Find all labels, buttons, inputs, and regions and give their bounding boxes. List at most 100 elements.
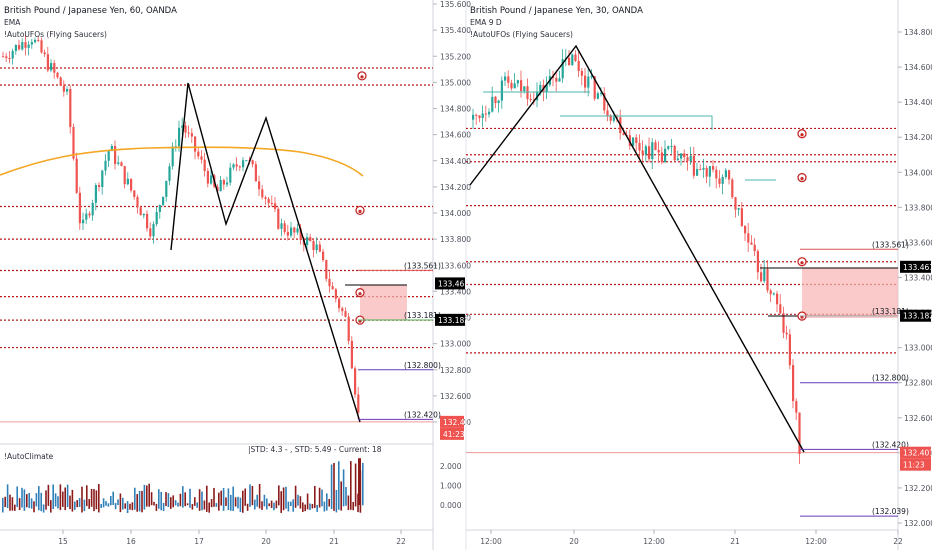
climate-bar-neg [258,505,261,509]
candle [136,196,139,208]
candle [168,166,171,181]
climate-bar-neg [160,505,162,511]
climate-bar-neg [359,505,362,513]
candle [133,190,136,197]
candle [558,78,561,82]
right-countdown [900,458,931,471]
left-y-tick-label: 133.400 [440,287,471,296]
climate-bar [218,492,220,505]
right-indicator-ufos[interactable]: !AutoUFOs (Flying Saucers) [470,30,573,39]
candle [165,180,168,197]
climate-bar [18,498,21,505]
candle [555,77,558,82]
climate-bar [155,503,158,505]
candle [632,137,635,146]
right-level-label: (133.181) [872,307,909,316]
climate-bar-neg [290,505,292,507]
candle [126,178,129,185]
climate-bar [297,494,299,505]
right-indicator-ema[interactable]: EMA 9 D [470,18,502,27]
climate-bar [191,503,194,505]
candle [203,159,206,171]
left-y-tick-label: 135.600 [440,0,471,9]
candle [596,93,599,99]
candle [229,167,232,183]
candle [721,177,724,184]
climate-bar [83,499,86,505]
right-y-tick-label: 132.200 [904,484,932,493]
climate-bar [134,487,136,505]
candle [14,44,17,52]
left-level-label: (132.420) [404,410,441,419]
climate-bar [78,498,81,505]
climate-bar [57,496,59,505]
left-indicator-ema[interactable]: EMA [4,18,21,27]
right-price-tag [900,260,931,273]
climate-bar [184,492,186,505]
climate-bar-neg [196,505,198,508]
climate-bar-neg [126,505,129,513]
left-indicator-ufos[interactable]: !AutoUFOs (Flying Saucers) [4,30,107,39]
climate-bar-neg [352,505,354,511]
climate-bar [66,484,69,505]
left-y-tick-label: 134.200 [440,183,471,192]
climate-bar-neg [230,505,232,511]
climate-bar [160,491,162,505]
autoclimate-panel: 2.000 1.000 0.000 [2,458,462,513]
candle [750,242,753,245]
right-y-tick-label: 134.000 [904,168,932,177]
climate-bar [189,488,191,505]
candle [242,160,245,168]
candle [200,156,203,160]
candle [488,111,491,115]
sub-panel-title[interactable]: !AutoClimate [4,452,54,461]
climate-bar [340,481,342,505]
climate-bar [143,484,146,505]
candle [222,180,225,185]
candle [747,233,750,243]
climate-bar-neg [76,505,78,508]
climate-bar [270,500,273,505]
candle [609,115,612,121]
candle [296,228,299,233]
climate-bar [234,497,237,505]
climate-bar-neg [326,505,328,511]
right-support-resistance-levels [466,127,898,454]
climate-bar-neg [45,505,47,510]
climate-bar [345,486,347,505]
climate-bar-neg [35,505,38,507]
candle [341,308,344,312]
climate-bar [162,502,165,505]
candle [510,82,513,89]
climate-bar-neg [254,505,256,510]
candle [715,169,718,179]
right-x-tick-label: 12:00 [643,537,665,546]
climate-bar-neg [335,505,338,513]
climate-bar [69,495,71,505]
right-candles [472,49,801,464]
climate-bar-neg [323,505,326,512]
candle [673,146,676,161]
climate-bar-neg [227,505,230,511]
climate-bar [350,461,352,505]
left-time-axis: 15 16 17 20 21 22 [58,530,406,546]
climate-bar-neg [50,505,52,513]
candle [37,39,40,41]
candle [78,192,81,224]
climate-bar [215,503,218,505]
climate-bar [263,494,266,505]
candle [24,42,27,48]
climate-bar-neg [57,505,59,509]
candle [350,340,353,369]
candle [580,70,583,76]
climate-bar-neg [6,505,9,509]
right-y-tick-label: 134.200 [904,133,932,142]
climate-bar-neg [189,505,191,508]
climate-bar-neg [177,505,179,507]
candle [785,332,788,335]
candle [53,63,56,73]
right-y-tick-label: 134.600 [904,63,932,72]
candle [104,160,107,171]
left-x-tick-label: 15 [58,537,68,546]
candle [325,260,328,279]
